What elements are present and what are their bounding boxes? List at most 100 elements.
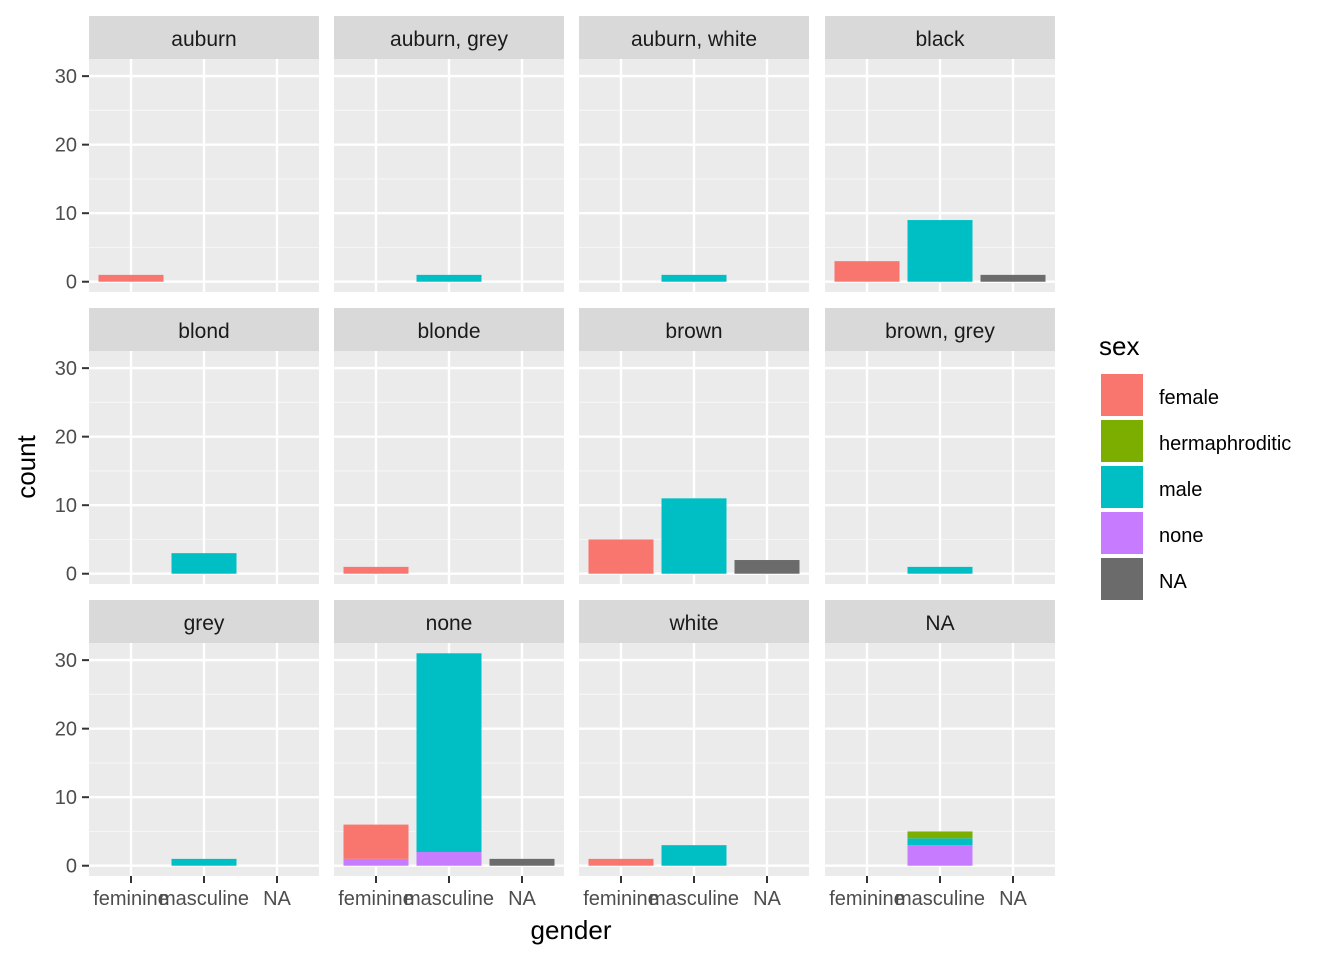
legend-label: hermaphroditic — [1159, 433, 1291, 455]
facet-panel: auburn — [89, 16, 319, 292]
x-tick-label: NA — [508, 888, 536, 910]
bar-segment-na — [489, 858, 555, 866]
y-tick-label: 20 — [55, 719, 77, 741]
bar-segment-female — [343, 824, 409, 859]
legend-swatch-hermaphroditic — [1101, 420, 1143, 462]
bar-segment-na — [980, 274, 1046, 282]
bar-segment-male — [661, 498, 727, 574]
x-tick-label: feminine — [93, 888, 169, 910]
bar-segment-male — [907, 838, 973, 846]
facet-strip — [89, 308, 319, 351]
x-tick-label: feminine — [583, 888, 659, 910]
legend-swatch-none — [1101, 512, 1143, 554]
legend-label: none — [1159, 525, 1204, 547]
legend-title: sex — [1099, 331, 1139, 361]
y-tick-label: 20 — [55, 427, 77, 449]
y-tick-label: 0 — [66, 856, 77, 878]
facet-strip-label: none — [426, 612, 473, 635]
facet-panel: brown — [579, 308, 809, 584]
legend-label: NA — [1159, 571, 1187, 593]
x-tick-label: masculine — [649, 888, 739, 910]
y-tick-label: 0 — [66, 272, 77, 294]
x-tick-label: feminine — [829, 888, 905, 910]
bar-segment-female — [588, 539, 654, 574]
facet-strip-label: blond — [178, 320, 229, 343]
bar-segment-male — [661, 845, 727, 866]
bar-segment-none — [416, 852, 482, 866]
facet-panel: white — [579, 600, 809, 876]
bar-segment-hermaphroditic — [907, 831, 973, 839]
legend: sex female hermaphroditic male none NA — [1099, 331, 1291, 600]
legend-label: male — [1159, 479, 1202, 501]
x-tick-label: masculine — [159, 888, 249, 910]
facet-strip — [579, 16, 809, 59]
facet-strip-label: brown, grey — [885, 320, 995, 343]
bar-segment-na — [734, 560, 800, 574]
facet-strip — [89, 16, 319, 59]
facet-panel: blond — [89, 308, 319, 584]
facet-strip — [825, 16, 1055, 59]
y-tick-label: 10 — [55, 787, 77, 809]
bar-segment-male — [171, 553, 237, 574]
bar-segment-female — [588, 858, 654, 866]
y-tick-label: 30 — [55, 358, 77, 380]
x-axis-title: gender — [531, 915, 612, 945]
facet-panel: auburn, grey — [334, 16, 564, 292]
y-tick-label: 30 — [55, 650, 77, 672]
bar-segment-none — [343, 858, 409, 866]
facet-panel: grey — [89, 600, 319, 876]
facet-strip — [334, 600, 564, 643]
facet-strip — [334, 308, 564, 351]
x-tick-label: masculine — [895, 888, 985, 910]
facet-strip-label: NA — [925, 612, 954, 635]
bar-segment-male — [661, 274, 727, 282]
x-tick-label: NA — [263, 888, 291, 910]
facet-panel: auburn, white — [579, 16, 809, 292]
facet-panel: brown, grey — [825, 308, 1055, 584]
facet-strip-label: brown — [665, 320, 722, 343]
facet-strip-label: blonde — [417, 320, 480, 343]
facet-strip-label: white — [668, 612, 718, 635]
bar-segment-male — [171, 858, 237, 866]
facet-strip-label: grey — [184, 612, 225, 635]
facet-panel: NA — [825, 600, 1055, 876]
x-tick-label: masculine — [404, 888, 494, 910]
legend-label: female — [1159, 387, 1219, 409]
bar-segment-female — [98, 274, 164, 282]
facet-panel: none — [334, 600, 564, 876]
y-tick-label: 20 — [55, 135, 77, 157]
facet-strip-label: auburn, white — [631, 28, 757, 51]
facet-strip-label: black — [915, 28, 965, 51]
bar-segment-female — [343, 566, 409, 574]
legend-swatch-male — [1101, 466, 1143, 508]
facet-panel: black — [825, 16, 1055, 292]
bar-segment-male — [416, 653, 482, 853]
y-tick-label: 30 — [55, 66, 77, 88]
facet-strip — [825, 308, 1055, 351]
y-tick-label: 10 — [55, 203, 77, 225]
y-axis-title: count — [11, 434, 41, 498]
legend-items: female hermaphroditic male none NA — [1101, 374, 1291, 600]
bar-segment-female — [834, 261, 900, 282]
facet-strip — [334, 16, 564, 59]
panels-layer: auburn auburn, grey auburn, white black blon… — [89, 16, 1055, 876]
y-tick-label: 10 — [55, 495, 77, 517]
bar-segment-male — [907, 566, 973, 574]
facet-strip-label: auburn, grey — [390, 28, 508, 51]
bar-segment-none — [907, 845, 973, 866]
facet-strip — [825, 600, 1055, 643]
bar-segment-male — [907, 220, 973, 282]
facet-strip — [579, 308, 809, 351]
y-tick-label: 0 — [66, 564, 77, 586]
bar-segment-male — [416, 274, 482, 282]
facet-strip-label: auburn — [171, 28, 236, 51]
x-tick-label: feminine — [338, 888, 414, 910]
facet-panel: blonde — [334, 308, 564, 584]
legend-swatch-na — [1101, 558, 1143, 600]
x-tick-label: NA — [999, 888, 1027, 910]
legend-swatch-female — [1101, 374, 1143, 416]
facet-strip — [89, 600, 319, 643]
